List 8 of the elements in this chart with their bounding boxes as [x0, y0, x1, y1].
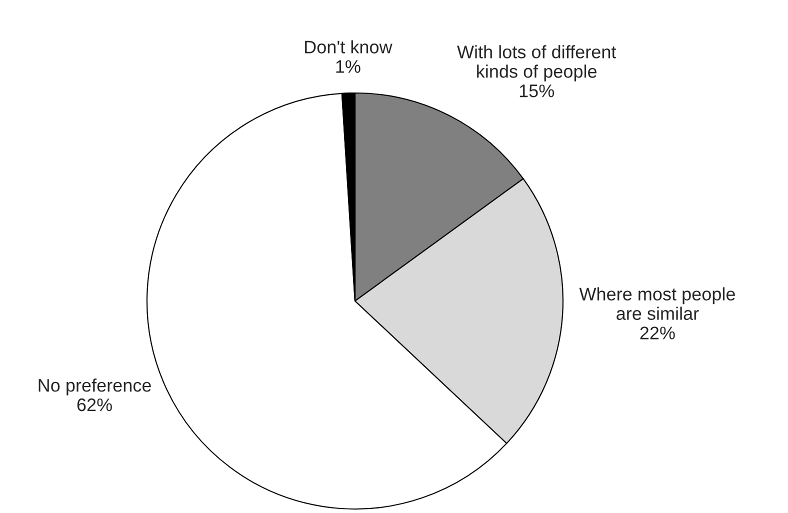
- slice-label: Where most people are similar: [579, 287, 735, 320]
- slice-label: With lots of different kinds of people: [457, 45, 616, 82]
- data-label: 22%: [640, 326, 675, 340]
- data-label: 62%: [77, 398, 112, 412]
- data-label: 15%: [520, 84, 554, 98]
- slice-label: Don't know: [305, 40, 392, 54]
- slice-label: No preference: [38, 378, 151, 396]
- data-label: 1%: [336, 60, 360, 73]
